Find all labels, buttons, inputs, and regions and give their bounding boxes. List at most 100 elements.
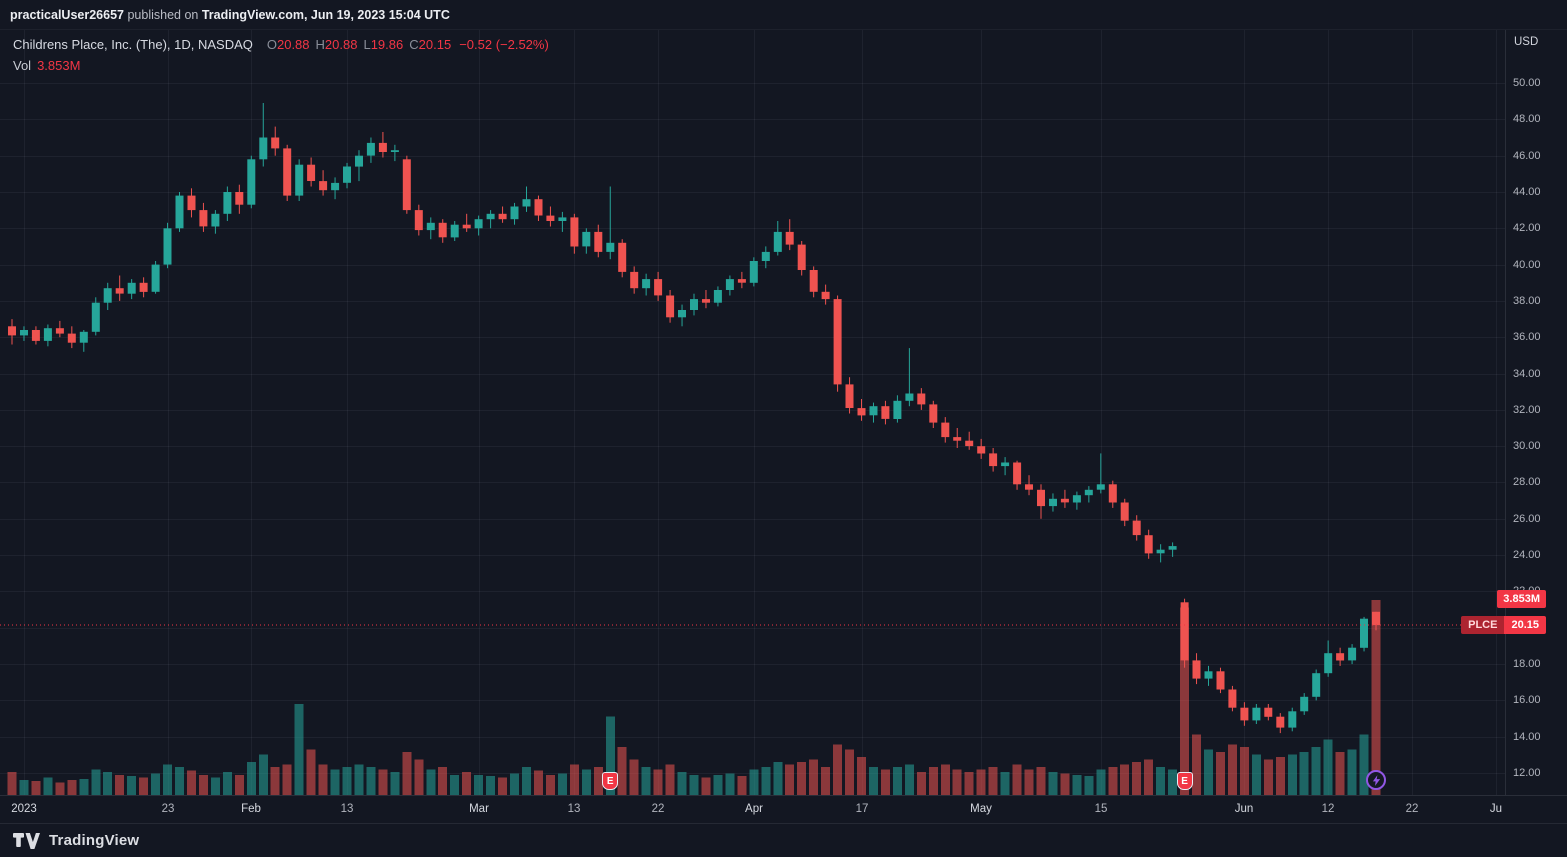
earnings-marker-icon[interactable]: E — [602, 772, 619, 790]
candle[interactable] — [1084, 486, 1093, 503]
candle[interactable] — [737, 271, 746, 289]
candle[interactable] — [1072, 491, 1081, 510]
candle[interactable] — [558, 211, 567, 232]
volume-bar[interactable] — [510, 773, 519, 795]
candle[interactable] — [690, 293, 698, 316]
volume-bar[interactable] — [462, 772, 472, 795]
volume-bar[interactable] — [737, 775, 747, 795]
volume-bar[interactable] — [821, 767, 831, 795]
volume-bar[interactable] — [653, 769, 663, 795]
candle[interactable] — [1144, 529, 1153, 559]
volume-bar[interactable] — [1299, 752, 1309, 795]
tradingview-brand[interactable]: TradingView — [49, 832, 140, 849]
volume-bar[interactable] — [1048, 772, 1058, 795]
volume-bar[interactable] — [163, 764, 172, 795]
volume-bar[interactable] — [414, 759, 424, 795]
candle[interactable] — [187, 188, 196, 218]
volume-bar[interactable] — [330, 769, 340, 795]
volume-bar[interactable] — [7, 772, 17, 795]
candle[interactable] — [283, 144, 292, 201]
candle[interactable] — [115, 275, 124, 301]
volume-bar[interactable] — [1084, 775, 1094, 795]
volume-bar[interactable] — [1216, 752, 1225, 795]
volume-bar[interactable] — [342, 767, 352, 795]
volume-bar[interactable] — [1012, 764, 1022, 795]
candle[interactable] — [1096, 453, 1105, 494]
volume-bar[interactable] — [689, 774, 699, 795]
volume-bar[interactable] — [857, 757, 866, 795]
candle[interactable] — [845, 377, 854, 414]
candle[interactable] — [1108, 480, 1117, 508]
candle[interactable] — [426, 217, 435, 240]
candle[interactable] — [1264, 704, 1273, 721]
volume-bar[interactable] — [438, 767, 448, 795]
candle[interactable] — [869, 402, 878, 423]
volume-bar[interactable] — [892, 767, 902, 795]
volume-bar[interactable] — [1204, 749, 1213, 796]
candle[interactable] — [91, 297, 100, 336]
candle[interactable] — [606, 186, 615, 260]
volume-bar[interactable] — [1180, 607, 1190, 795]
volume-bar[interactable] — [1120, 764, 1130, 795]
candle[interactable] — [247, 155, 256, 209]
candle[interactable] — [1228, 685, 1237, 712]
candle[interactable] — [378, 132, 387, 158]
candle[interactable] — [199, 202, 208, 232]
volume-bar[interactable] — [127, 775, 137, 795]
candle[interactable] — [402, 155, 411, 214]
volume-bar[interactable] — [282, 764, 292, 795]
volume-bar[interactable] — [1096, 769, 1106, 795]
volume-bar[interactable] — [246, 762, 256, 795]
volume-bar[interactable] — [701, 777, 711, 795]
volume-bar[interactable] — [1192, 734, 1201, 795]
volume-bar[interactable] — [629, 759, 639, 795]
volume-bar[interactable] — [964, 772, 974, 795]
time-axis[interactable]: 2023 23 Feb 13 Mar 13 22 Apr 17 May 15 Jun 12 22 Ju — [0, 795, 1567, 823]
candle[interactable] — [833, 295, 842, 392]
candle[interactable] — [570, 213, 579, 254]
volume-bar[interactable] — [1144, 759, 1154, 795]
volume-bar[interactable] — [581, 769, 591, 795]
candle[interactable] — [462, 213, 471, 232]
volume-bar[interactable] — [1359, 734, 1369, 795]
volume-bar[interactable] — [534, 770, 543, 795]
candle[interactable] — [1180, 598, 1189, 668]
candle[interactable] — [1372, 611, 1380, 631]
volume-bar[interactable] — [79, 778, 89, 795]
volume-bar[interactable] — [498, 777, 508, 795]
volume-bar[interactable] — [713, 774, 723, 795]
candle[interactable] — [881, 400, 890, 425]
candle[interactable] — [259, 103, 268, 167]
volume-bar[interactable] — [318, 764, 328, 795]
candle[interactable] — [438, 219, 447, 243]
volume-bar[interactable] — [952, 769, 962, 795]
plot-area[interactable]: Childrens Place, Inc. (The), 1D, NASDAQ O… — [0, 30, 1505, 795]
volume-bar[interactable] — [426, 769, 436, 795]
volume-bar[interactable] — [785, 764, 795, 795]
candle[interactable] — [1001, 457, 1010, 476]
volume-bar[interactable] — [880, 769, 890, 795]
volume-bar[interactable] — [545, 774, 555, 795]
candle[interactable] — [163, 222, 172, 269]
candle[interactable] — [450, 221, 459, 241]
candle[interactable] — [1120, 498, 1129, 527]
candle[interactable] — [1360, 616, 1368, 652]
volume-bar[interactable] — [198, 774, 208, 795]
candle[interactable] — [1013, 460, 1022, 490]
candle[interactable] — [1025, 475, 1033, 496]
volume-bar[interactable] — [940, 764, 950, 795]
candle[interactable] — [139, 277, 148, 298]
volume-bar[interactable] — [1036, 767, 1046, 795]
volume-bar[interactable] — [210, 777, 220, 795]
candle[interactable] — [1060, 489, 1069, 508]
candle[interactable] — [654, 271, 663, 301]
volume-bar[interactable] — [1371, 600, 1381, 795]
volume-bar[interactable] — [366, 767, 376, 795]
candle[interactable] — [582, 228, 591, 254]
candle[interactable] — [678, 304, 686, 327]
volume-bar[interactable] — [677, 772, 687, 795]
candle[interactable] — [977, 438, 986, 459]
candle[interactable] — [223, 186, 232, 222]
volume-bar[interactable] — [234, 774, 244, 795]
volume-bar[interactable] — [55, 782, 65, 795]
